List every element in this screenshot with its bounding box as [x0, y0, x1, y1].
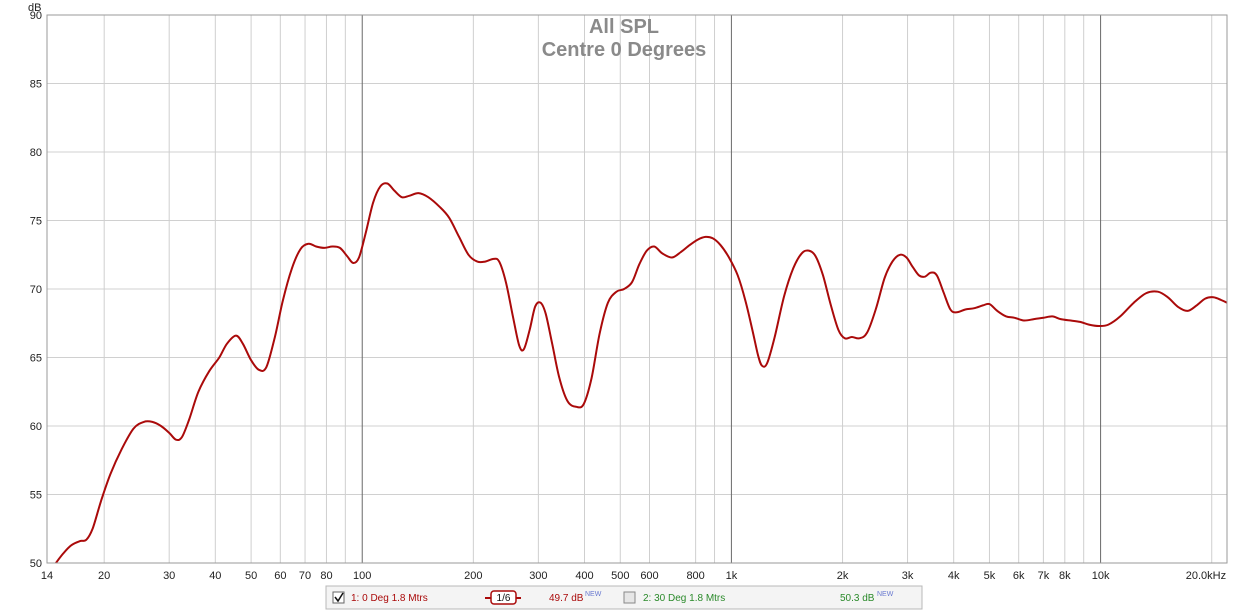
y-tick-label: 90 — [30, 10, 42, 22]
y-tick-label: 75 — [30, 216, 42, 228]
legend-level-tag-2: NEW — [877, 591, 894, 598]
x-tick-label: 8k — [1059, 570, 1071, 582]
x-tick-label: 50 — [245, 570, 257, 582]
x-tick-label: 100 — [353, 570, 371, 582]
x-tick-label: 400 — [575, 570, 593, 582]
legend-level-1: 49.7 dB — [549, 593, 584, 604]
x-tick-label: 4k — [948, 570, 960, 582]
legend-item-2[interactable]: 2: 30 Deg 1.8 Mtrs 50.3 dB NEW — [623, 591, 894, 604]
y-tick-label: 60 — [30, 421, 42, 433]
chart-subtitle: Centre 0 Degrees — [542, 39, 707, 61]
x-tick-label: 500 — [611, 570, 629, 582]
chart-title: All SPL — [589, 16, 659, 38]
legend: 1: 0 Deg 1.8 Mtrs 1/6 49.7 dB NEW 2: 30 … — [325, 585, 923, 610]
x-tick-label: 6k — [1013, 570, 1025, 582]
legend-checkbox-2[interactable] — [623, 591, 636, 604]
x-tick-label: 200 — [464, 570, 482, 582]
x-axis-ticks: 14 20 30 40 50 60 70 80 100 200 300 400 500 600 800 1k 2… — [41, 570, 1226, 582]
x-tick-label: 5k — [984, 570, 996, 582]
x-tick-label: 80 — [320, 570, 332, 582]
x-tick-label: 1k — [726, 570, 738, 582]
x-tick-label: 14 — [41, 570, 53, 582]
y-tick-label: 70 — [30, 284, 42, 296]
x-tick-label: 7k — [1038, 570, 1050, 582]
series-line — [55, 182, 1228, 564]
y-tick-label: 80 — [30, 147, 42, 159]
legend-item-1[interactable]: 1: 0 Deg 1.8 Mtrs 1/6 49.7 dB NEW — [332, 590, 602, 605]
y-axis-label: dB — [28, 2, 41, 14]
legend-level-2: 50.3 dB — [840, 593, 875, 604]
y-tick-label: 65 — [30, 353, 42, 365]
plot-frame — [46, 14, 1228, 564]
grid — [47, 14, 1227, 564]
x-tick-label: 10k — [1092, 570, 1110, 582]
y-axis-ticks: 50 55 60 65 70 75 80 85 90 — [30, 10, 42, 570]
series-group — [55, 182, 1228, 564]
x-tick-label: 20.0kHz — [1186, 570, 1226, 582]
x-tick-label: 60 — [274, 570, 286, 582]
x-tick-label: 300 — [529, 570, 547, 582]
x-tick-label: 2k — [837, 570, 849, 582]
y-tick-label: 55 — [30, 490, 42, 502]
legend-label-1: 1: 0 Deg 1.8 Mtrs — [351, 593, 428, 604]
legend-level-tag-1: NEW — [585, 591, 602, 598]
x-tick-label: 40 — [209, 570, 221, 582]
x-tick-label: 20 — [98, 570, 110, 582]
y-tick-label: 85 — [30, 79, 42, 91]
legend-label-2: 2: 30 Deg 1.8 Mtrs — [643, 593, 725, 604]
x-tick-label: 800 — [686, 570, 704, 582]
x-tick-label: 600 — [640, 570, 658, 582]
x-tick-label: 30 — [163, 570, 175, 582]
x-tick-label: 70 — [299, 570, 311, 582]
legend-checkbox-1[interactable] — [332, 591, 345, 604]
smoothing-label: 1/6 — [497, 593, 511, 604]
smoothing-badge[interactable] — [490, 590, 517, 605]
y-tick-label: 50 — [30, 558, 42, 570]
x-tick-label: 3k — [902, 570, 914, 582]
check-icon — [334, 592, 344, 603]
